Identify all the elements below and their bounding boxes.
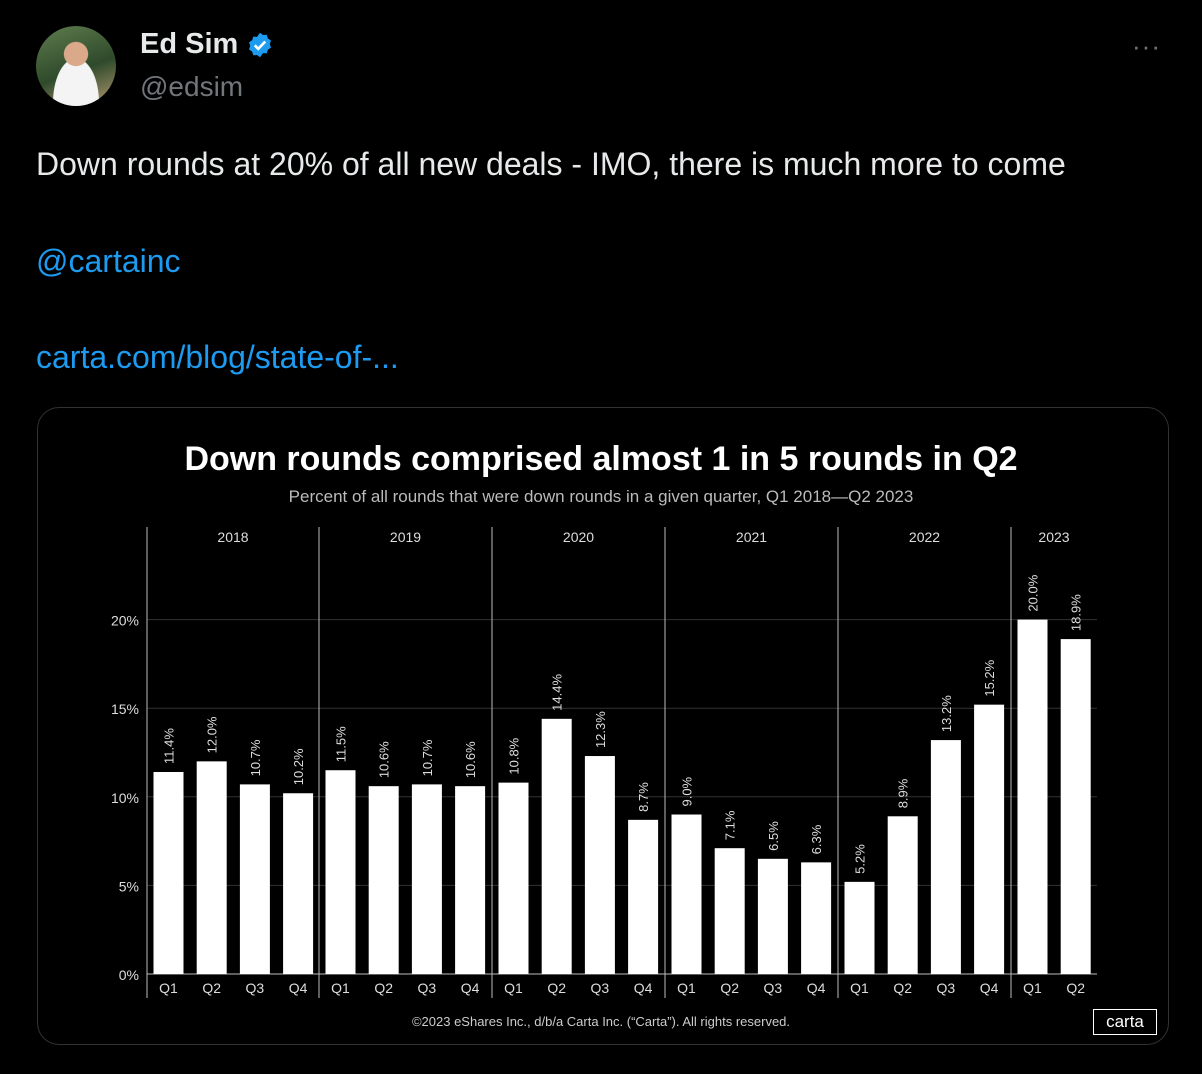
x-tick-label: Q4 [980,980,999,996]
data-label: 20.0% [1026,574,1041,611]
data-label: 18.9% [1069,594,1084,631]
year-label: 2020 [563,529,594,545]
bar [455,786,486,974]
x-tick-label: Q2 [1066,980,1085,996]
bar [368,786,399,974]
article-link[interactable]: carta.com/blog/state-of-... [36,339,399,375]
x-tick-label: Q4 [634,980,653,996]
author-name[interactable]: Ed Sim [140,28,239,60]
bar [153,771,184,974]
chart-subtitle: Percent of all rounds that were down rou… [288,487,914,506]
x-tick-label: Q3 [246,980,265,996]
data-label: 6.5% [766,821,781,851]
author-name-row[interactable]: Ed Sim [140,28,274,61]
year-label: 2023 [1038,529,1069,545]
data-label: 10.7% [248,739,263,776]
y-tick-label: 15% [111,701,139,717]
x-tick-label: Q2 [720,980,739,996]
data-label: 8.9% [896,778,911,808]
bar [1017,619,1048,974]
data-label: 5.2% [853,844,868,874]
bar [930,740,961,974]
x-tick-label: Q1 [504,980,523,996]
x-tick-label: Q1 [1023,980,1042,996]
data-label: 10.2% [291,748,306,785]
x-tick-label: Q3 [418,980,437,996]
bar [239,784,270,974]
data-label: 11.4% [162,728,177,764]
year-label: 2022 [909,529,940,545]
bar [844,881,875,974]
bar [974,704,1005,974]
bar [196,761,227,974]
year-label: 2018 [217,529,248,545]
bar [498,782,529,974]
x-tick-label: Q3 [591,980,610,996]
data-label: 10.7% [420,739,435,776]
y-tick-label: 10% [111,790,139,806]
data-label: 12.0% [205,716,220,753]
data-label: 7.1% [723,810,738,840]
bar [801,862,832,974]
x-tick-label: Q4 [461,980,480,996]
mention-link[interactable]: @cartainc [36,243,181,279]
x-tick-label: Q1 [850,980,869,996]
bar [671,814,702,974]
year-label: 2021 [736,529,767,545]
data-label: 8.7% [636,782,651,812]
data-label: 12.3% [593,711,608,748]
y-tick-label: 5% [119,878,139,894]
x-tick-label: Q3 [764,980,783,996]
bar [584,756,615,974]
more-options-icon[interactable]: ··· [1132,31,1161,61]
data-label: 14.4% [550,674,565,711]
bar [411,784,442,974]
bar [325,770,356,974]
bar [541,718,572,974]
data-label: 11.5% [334,726,349,762]
x-tick-label: Q1 [159,980,178,996]
verified-badge-icon [249,32,272,57]
author-handle[interactable]: @edsim [140,71,244,102]
x-tick-label: Q4 [807,980,826,996]
data-label: 10.6% [377,741,392,778]
data-label: 6.3% [809,824,824,854]
chart-footer: ©2023 eShares Inc., d/b/a Carta Inc. (“C… [411,1014,791,1029]
x-tick-label: Q2 [893,980,912,996]
data-label: 13.2% [939,695,954,732]
x-tick-label: Q3 [937,980,956,996]
data-label: 9.0% [680,776,695,806]
bar [283,793,314,974]
y-tick-label: 0% [119,967,139,983]
data-label: 10.6% [463,741,478,778]
bar [887,816,918,974]
bar [714,848,745,974]
author-avatar[interactable] [36,26,116,106]
data-label: 10.8% [507,737,522,774]
x-tick-label: Q1 [331,980,350,996]
bar [628,819,659,974]
data-label: 15.2% [982,659,997,696]
x-tick-label: Q2 [202,980,221,996]
x-tick-label: Q1 [677,980,696,996]
x-tick-label: Q4 [289,980,308,996]
carta-logo: carta [1093,1009,1157,1035]
chart-title: Down rounds comprised almost 1 in 5 roun… [184,440,1018,478]
year-label: 2019 [390,529,421,545]
tweet-text: Down rounds at 20% of all new deals - IM… [36,146,1066,182]
bar [1060,639,1091,974]
y-tick-label: 20% [111,613,139,629]
x-tick-label: Q2 [547,980,566,996]
x-tick-label: Q2 [374,980,393,996]
bar [757,858,788,974]
